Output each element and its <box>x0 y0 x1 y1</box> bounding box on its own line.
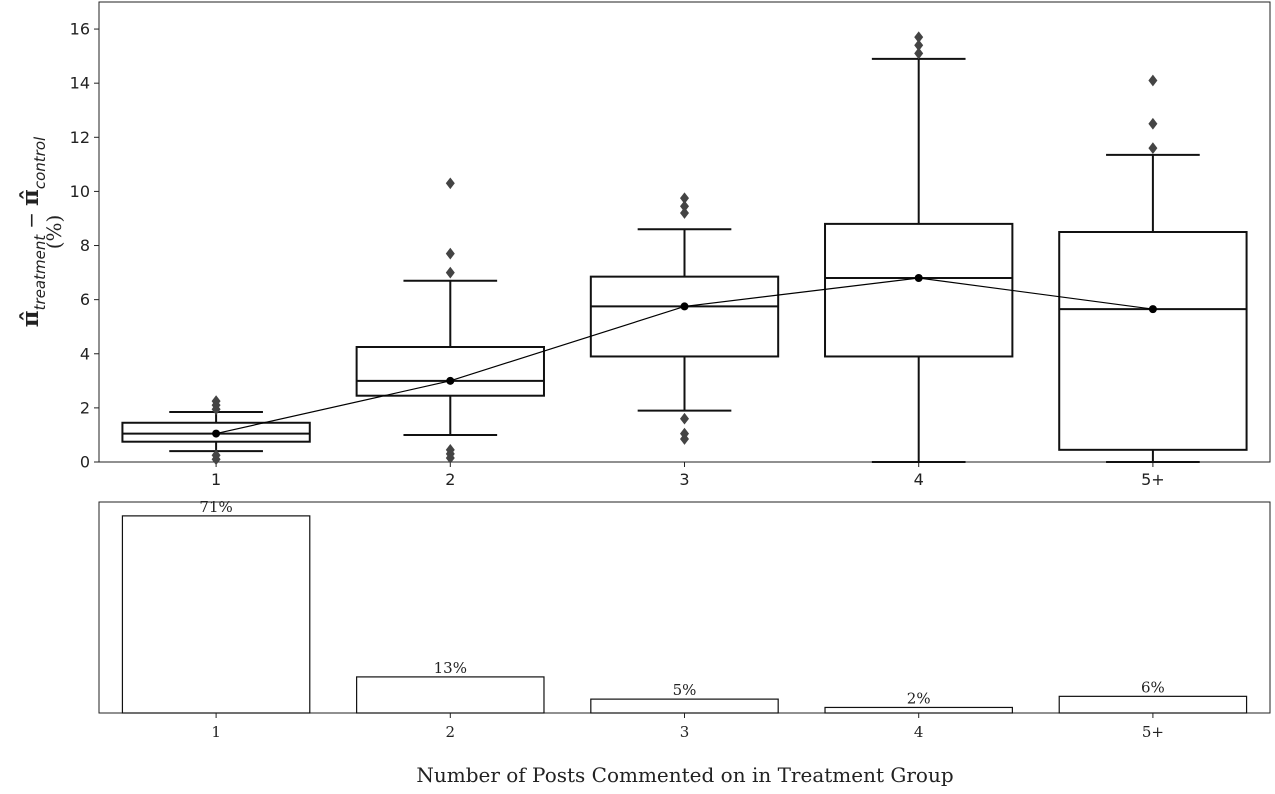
outlier-marker <box>211 449 221 462</box>
bar <box>1058 695 1248 714</box>
outlier-marker <box>914 47 924 60</box>
x-tick-label: 1 <box>211 470 221 489</box>
bar-1: 71% <box>121 498 311 714</box>
box-4 <box>824 31 1014 463</box>
bar-value-label: 13% <box>434 659 467 677</box>
mean-point <box>680 302 689 311</box>
outlier-marker <box>445 266 455 279</box>
bar-chart-x-ticks: 1 2 3 4 5+ <box>211 713 1164 741</box>
bar-3: 5% <box>590 681 779 714</box>
x-tick-label: 5+ <box>1141 470 1165 489</box>
outlier-marker <box>1148 142 1158 154</box>
x-tick-label: 3 <box>679 470 689 489</box>
mean-line-group <box>212 274 1157 438</box>
bars: 71% 13% 5% 2% 6% <box>121 498 1248 714</box>
bar-5+: 6% <box>1058 678 1248 714</box>
y-tick-label: 8 <box>80 236 90 255</box>
box-body <box>589 275 780 358</box>
y-tick-label: 2 <box>80 398 90 417</box>
outlier-marker <box>680 200 689 213</box>
y-tick-label: 16 <box>70 20 90 39</box>
y-label-unit: (%) <box>42 215 66 250</box>
bar-value-label: 2% <box>907 689 931 707</box>
svg-text:π̂treatment−π̂control: π̂treatment−π̂control <box>17 136 49 327</box>
mean-point <box>914 274 923 282</box>
mean-point <box>1148 305 1157 314</box>
outlier-marker <box>445 177 455 190</box>
bar-4: 2% <box>824 689 1013 714</box>
y-label-minus: − <box>19 212 43 229</box>
x-axis-title: Number of Posts Commented on in Treatmen… <box>416 763 953 787</box>
box-body <box>824 222 1014 358</box>
box-body <box>1058 231 1248 451</box>
outlier-marker <box>1148 117 1158 130</box>
y-tick-label: 4 <box>80 344 90 363</box>
bar-chart-panel: 71% 13% 5% 2% 6% 1 2 3 4 5+ Number of Posts Comm… <box>98 498 1271 787</box>
outlier-marker <box>1148 74 1158 87</box>
box-body <box>355 346 545 397</box>
bar <box>824 706 1013 714</box>
box-5+ <box>1058 74 1248 463</box>
x-tick-label: 4 <box>914 470 924 489</box>
y-tick-label: 14 <box>70 74 90 93</box>
bar-value-label: 71% <box>199 498 232 516</box>
outlier-marker <box>914 39 924 52</box>
bar-2: 13% <box>356 659 545 714</box>
bar <box>356 676 545 714</box>
bar-value-label: 5% <box>673 681 697 699</box>
bar <box>121 515 311 714</box>
bar-x-tick-label: 5+ <box>1142 723 1164 741</box>
bar-value-label: 6% <box>1141 678 1165 696</box>
x-tick-label: 2 <box>445 470 455 489</box>
mean-point <box>212 429 221 438</box>
outlier-marker <box>211 395 221 407</box>
y-label-control-subscript: control <box>31 136 49 189</box>
box-plot-y-ticks: 0 2 4 6 8 10 12 14 16 <box>70 20 99 472</box>
y-tick-label: 10 <box>70 182 90 201</box>
outlier-marker <box>680 412 689 425</box>
bar-x-tick-label: 4 <box>914 723 924 741</box>
mean-point <box>446 376 455 385</box>
y-label-treatment-subscript: treatment <box>31 234 49 311</box>
bar <box>590 698 779 714</box>
bar-x-tick-label: 3 <box>680 723 690 741</box>
y-tick-label: 12 <box>70 128 90 147</box>
outlier-marker <box>680 192 689 205</box>
y-tick-label: 0 <box>80 453 90 472</box>
boxes <box>121 31 1248 466</box>
box-plot-x-ticks: 1 2 3 4 5+ <box>211 462 1165 489</box>
y-label-pi-control: π̂ <box>17 189 44 206</box>
y-tick-label: 6 <box>80 290 90 309</box>
outlier-marker <box>680 427 689 440</box>
outlier-marker <box>680 207 689 219</box>
bar-x-tick-label: 2 <box>446 723 456 741</box>
bar-x-tick-label: 1 <box>211 723 221 741</box>
box-plot-y-label: π̂treatment−π̂control (%) <box>17 136 66 327</box>
outlier-marker <box>445 247 455 260</box>
y-label-pi-treatment: π̂ <box>17 310 44 327</box>
outlier-marker <box>914 31 924 44</box>
outlier-marker <box>445 443 455 456</box>
box-2 <box>355 177 545 464</box>
box-3 <box>589 192 780 445</box>
